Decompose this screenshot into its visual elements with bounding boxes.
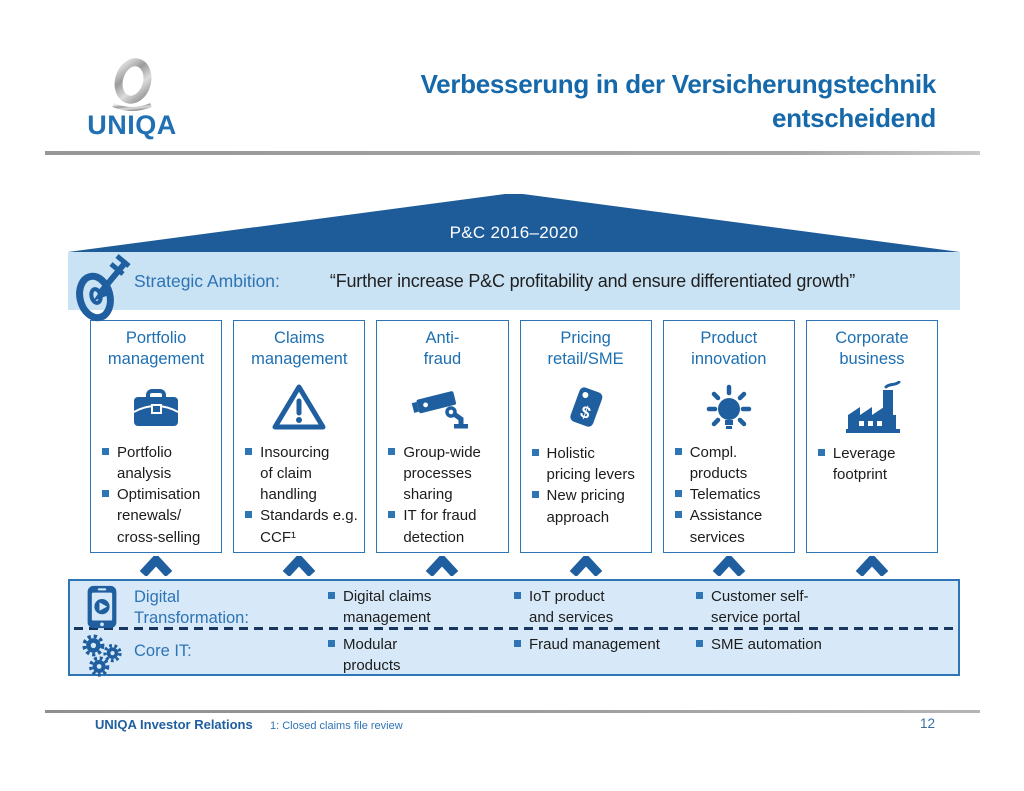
cctv-camera-icon [412,391,469,429]
bullet-square-icon [514,592,521,599]
bullet-square-icon [674,447,682,455]
pillar-heading: Corporate business [835,329,909,369]
band-item: Modular products [328,631,514,676]
chevron-up-icon [139,556,173,576]
pillar-pricing-retail-sme: Pricing retail/SME $ Holistic pricing le… [519,320,652,553]
bullet-square-icon [817,448,825,456]
bullet-item: Compl. products [674,442,788,485]
pillar-row: Portfolio management Portfolio analysis … [68,310,960,553]
roof-shape [68,194,960,252]
pillar-product-innovation: Product innovation [662,320,795,553]
bullet-item: IT for fraud detection [388,505,501,548]
ambition-label: Strategic Ambition: [134,270,280,291]
bullet-item: Optimisation renewals/ cross-selling [102,484,215,548]
bullet-item: Telematics [674,484,788,505]
bullet-item: Group-wide processes sharing [388,442,501,506]
digital-transformation-row: Digital Transformation: Digital claims m… [70,583,958,629]
lightbulb-icon [706,384,752,430]
bullet-square-icon [102,447,109,455]
bullet-square-icon [245,447,253,455]
chevron-up-icon [426,556,459,576]
uniqa-ring-icon [112,58,152,111]
band-item: Customer self- service portal [696,583,958,628]
bullet-square-icon [531,491,539,499]
chevron-up-icon [855,556,889,576]
bullet-square-icon [674,511,682,519]
footer-footnote: 1: Closed claims file review [270,720,403,732]
chevron-up-icon [282,556,316,576]
bullet-square-icon [514,640,521,647]
bullet-square-icon [696,640,703,647]
price-tag-icon: $ [569,387,602,427]
bullet-item: Insourcing of claim handling [245,442,358,506]
bullet-item: New pricing approach [531,485,645,528]
warning-triangle-icon [272,384,326,430]
bullet-item: Leverage footprint [817,443,931,486]
factory-icon [845,380,901,433]
band-item: Fraud management [514,631,696,656]
uniqa-logo: UNIQA [72,58,192,141]
gears-icon [82,634,122,677]
page-title: Verbesserung in der Versicherungstechnik… [420,69,937,133]
bullet-square-icon [388,511,396,519]
pillar-heading: Product innovation [691,329,767,369]
chevron-up-icon [712,556,746,576]
pillar-corporate-business: Corporate business Leverage footprint [805,320,939,553]
bullet-square-icon [696,592,703,599]
bullet-square-icon [102,490,109,498]
briefcase-icon [133,389,179,427]
pillar-heading: Claims management [251,329,348,369]
band-item: IoT product and services [514,583,696,628]
bullet-square-icon [674,490,682,498]
bullet-item: Holistic pricing levers [531,443,645,486]
pillar-heading: Portfolio management [107,329,205,369]
pillar-claims-management: Claims management Insourcing of claim ha… [233,320,366,553]
header-divider [45,151,980,155]
core-it-label: Core IT: [134,642,192,660]
bullet-square-icon [328,592,335,599]
roof-label: P&C 2016–2020 [449,223,579,242]
page-number: 12 [919,716,935,731]
strategic-ambition-band: Strategic Ambition: “Further increase P&… [68,252,960,322]
digital-transformation-label: Digital Transformation: [134,588,249,628]
pillar-heading: Pricing retail/SME [547,329,624,369]
enabler-band: Digital Transformation: Digital claims m… [68,579,960,677]
pillar-anti-fraud: Anti- fraud Group-wide processe [376,320,509,553]
bullet-square-icon [245,511,253,519]
strategy-diagram: P&C 2016–2020 Strategic Ambition: “Furth… [68,193,960,677]
bullet-item: Standards e.g. CCF¹ [245,505,358,548]
bullet-item: Portfolio analysis [102,442,215,485]
bullet-square-icon [328,640,335,647]
band-item: SME automation [696,631,958,656]
bullet-square-icon [531,448,539,456]
ambition-quote: “Further increase P&C profitability and … [329,270,856,291]
footer-company: UNIQA Investor Relations [95,717,253,732]
dashed-divider [74,627,954,630]
pillar-heading: Anti- fraud [423,329,462,369]
smartphone-play-icon [87,585,117,629]
core-it-row: Core IT: Modular products Fraud manageme… [70,631,958,677]
footer-divider [45,710,980,713]
uniqa-logo-text: UNIQA [87,110,177,140]
target-dart-icon [76,254,131,322]
bullet-item: Assistance services [674,505,788,548]
pillar-portfolio-management: Portfolio management Portfolio analysis … [90,320,223,553]
chevron-up-icon [569,556,602,576]
bullet-square-icon [388,447,396,455]
band-item: Digital claims management [328,583,514,628]
chevron-row [68,553,960,577]
